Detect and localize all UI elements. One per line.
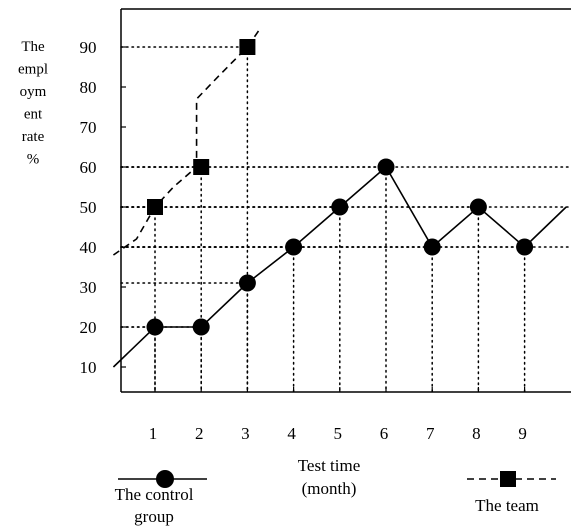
y-axis-label-line-1: The: [21, 39, 45, 55]
legend-control-marker: [156, 470, 174, 488]
y-tick-label-10: 10: [80, 358, 97, 377]
x-axis-label-line-1: Test time: [298, 456, 361, 475]
x-tick-label-2: 2: [195, 424, 204, 443]
y-tick-label-40: 40: [80, 238, 97, 257]
y-axis-label: The empl oym ent rate%: [18, 39, 48, 168]
x-tick-label-9: 9: [518, 424, 527, 443]
y-tick-labels: 10 20 30 40 50 60 70 80 90: [80, 38, 126, 377]
y-tick-label-20: 20: [80, 318, 97, 337]
guide-lines: [120, 46, 571, 393]
y-axis-label-line-5: rate: [22, 129, 45, 145]
y-axis-label-line-2: empl: [18, 62, 48, 78]
x-axis-label: Test time (month): [298, 456, 361, 498]
team-point-3: [239, 39, 256, 55]
x-tick-label-6: 6: [380, 424, 389, 443]
legend-control-label-1: The control: [115, 485, 194, 504]
x-axis-label-line-2: (month): [302, 479, 357, 498]
y-axis-label-line-4: ent: [24, 107, 43, 123]
control-point-8: [469, 198, 487, 216]
x-tick-label-3: 3: [241, 424, 250, 443]
team-line: [112, 26, 262, 256]
control-point-4: [285, 238, 303, 256]
control-point-9: [516, 238, 534, 256]
x-tick-label-4: 4: [287, 424, 296, 443]
y-tick-label-70: 70: [80, 118, 97, 137]
plot-frame: [120, 8, 571, 393]
y-axis-label-line-3: oym: [20, 84, 47, 100]
series-layer: [112, 26, 567, 368]
y-tick-label-30: 30: [80, 278, 97, 297]
control-point-2: [192, 318, 210, 336]
x-tick-label-8: 8: [472, 424, 481, 443]
control-point-7: [423, 238, 441, 256]
legend: The control group The team: [115, 470, 556, 526]
control-point-1: [146, 318, 164, 336]
y-tick-label-60: 60: [80, 158, 97, 177]
legend-team-marker: [500, 471, 516, 487]
legend-control-label-2: group: [134, 507, 174, 526]
y-axis-label-line-6: %: [27, 152, 40, 168]
team-point-2: [193, 159, 210, 175]
x-tick-labels: 1 2 3 4 5 6 7 8 9: [149, 387, 527, 443]
x-tick-label-7: 7: [426, 424, 435, 443]
legend-team-label-1: The team: [475, 496, 539, 515]
control-point-3: [238, 274, 256, 292]
team-point-1: [147, 199, 163, 215]
y-tick-label-80: 80: [80, 78, 97, 97]
control-point-5: [331, 198, 349, 216]
y-tick-label-50: 50: [80, 198, 97, 217]
y-tick-label-90: 90: [80, 38, 97, 57]
control-point-6: [377, 158, 395, 176]
x-tick-label-1: 1: [149, 424, 158, 443]
x-tick-label-5: 5: [334, 424, 343, 443]
